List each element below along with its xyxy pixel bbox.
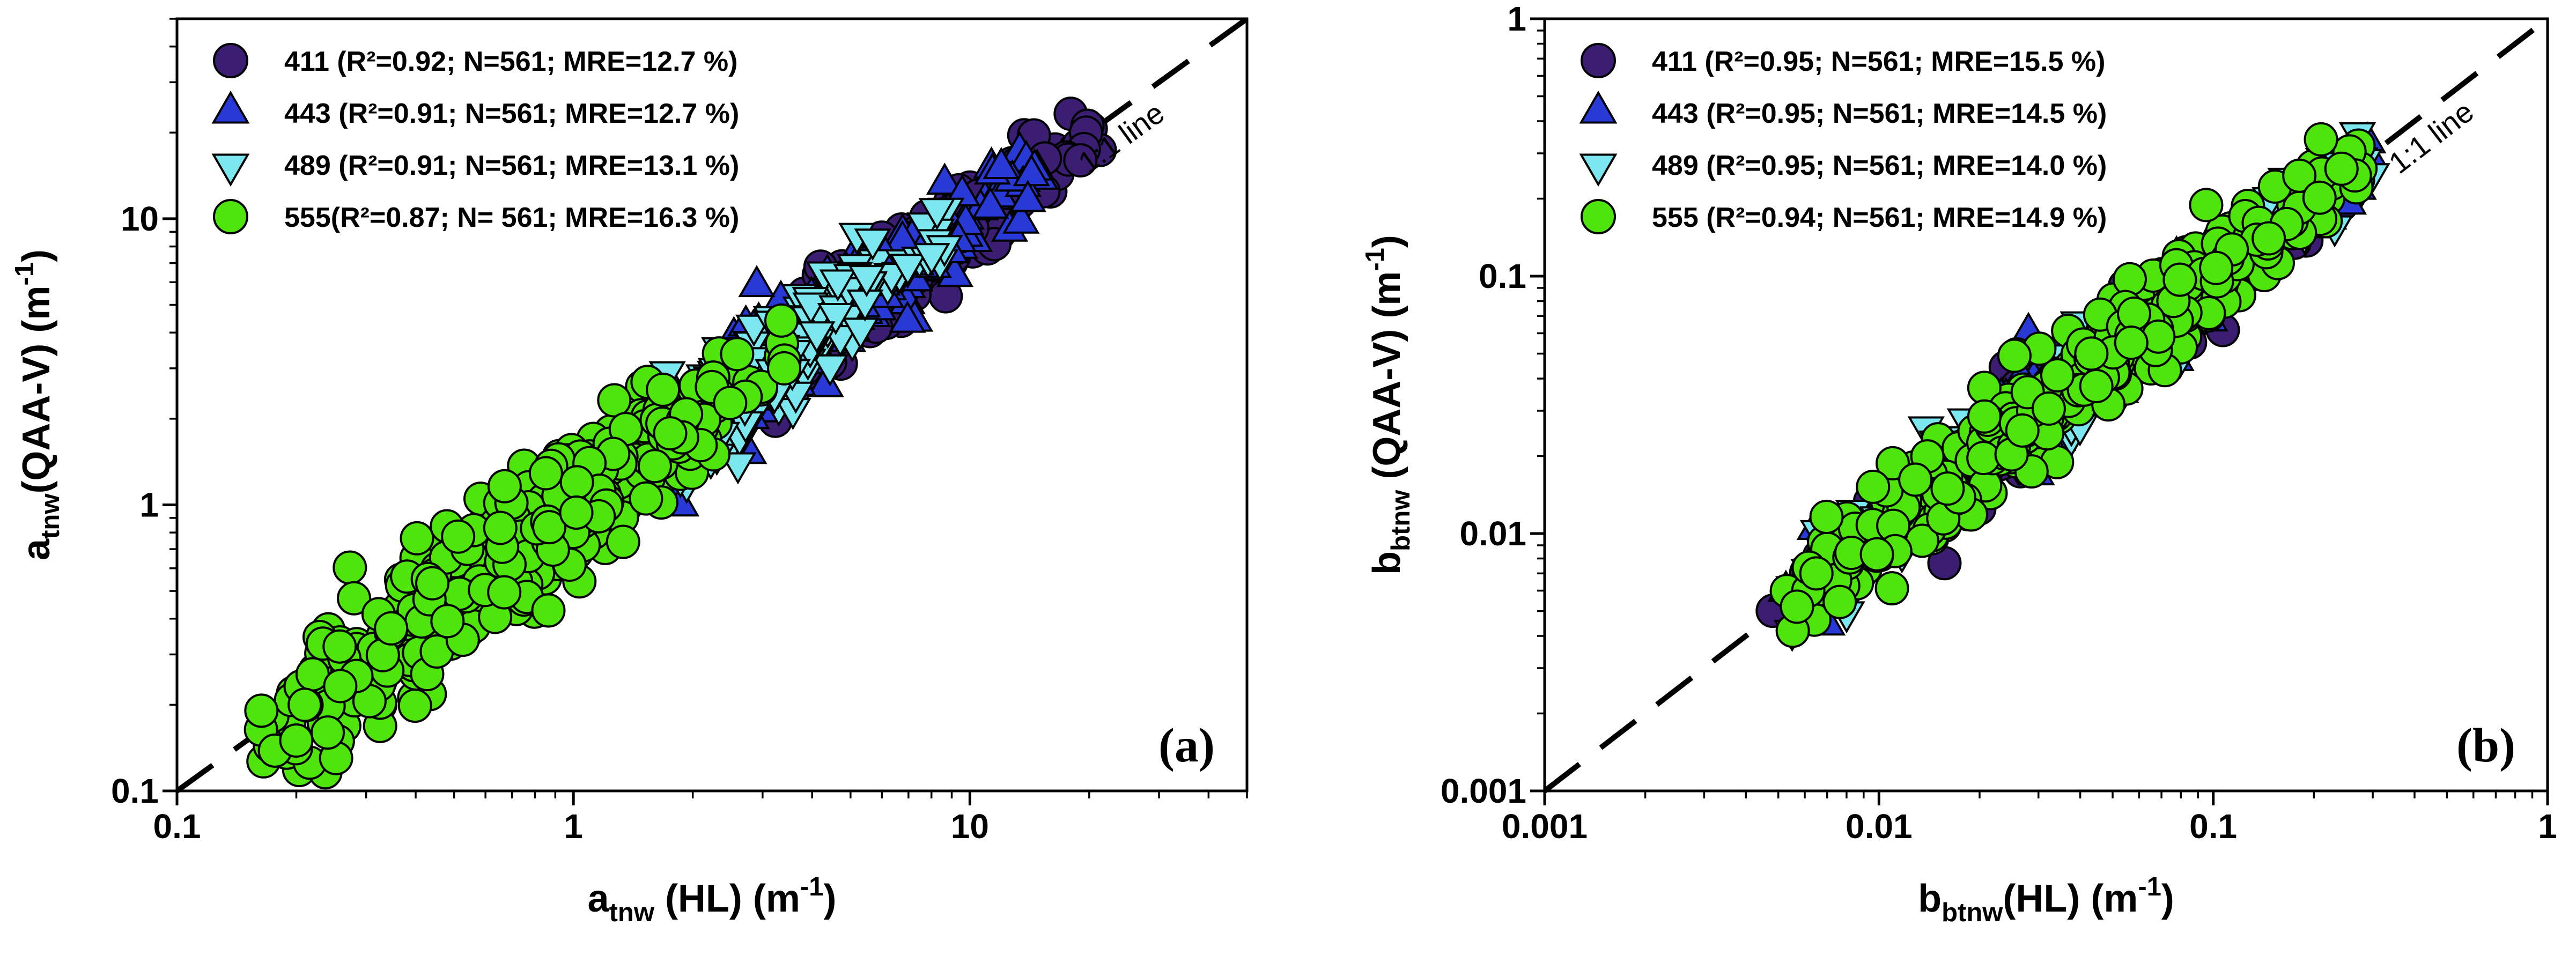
legend-item-411: 411 (R²=0.92; N=561; MRE=12.7 %) — [213, 43, 737, 78]
panel-a-scatter: 0.1 1 10 0.1 1 10 atnw (HL) (m-1) atnw(QAA-V) (… — [10, 16, 1249, 927]
legend-item-443: 443 (R²=0.91; N=561; MRE=12.7 %) — [211, 90, 739, 129]
panel-label-a: (a) — [1158, 719, 1215, 772]
legend: 411 (R²=0.92; N=561; MRE=12.7 %) 443 (R²=… — [211, 43, 739, 234]
axis-ticks-a — [163, 18, 1248, 805]
x-axis-tick-labels: 0.1 1 10 — [153, 807, 989, 846]
plot-frame-a — [175, 17, 1249, 793]
x-axis-title: atnw (HL) (m-1) — [588, 872, 837, 927]
legend-item-443: 443 (R²=0.95; N=561; MRE=14.5 %) — [1579, 90, 2107, 129]
svg-text:0.1: 0.1 — [2189, 807, 2237, 846]
svg-text:0.1: 0.1 — [1479, 257, 1526, 295]
svg-text:10: 10 — [121, 199, 159, 238]
legend-label-443: 443 (R²=0.91; N=561; MRE=12.7 %) — [284, 98, 739, 129]
series-555-points — [1769, 122, 2378, 648]
svg-text:1: 1 — [2538, 807, 2557, 846]
x-axis-tick-labels: 0.001 0.01 0.1 1 — [1502, 807, 2557, 846]
svg-text:10: 10 — [951, 807, 989, 846]
svg-text:1: 1 — [139, 485, 159, 524]
y-axis-tick-labels: 0.001 0.01 0.1 1 — [1441, 0, 1526, 810]
legend-label-443: 443 (R²=0.95; N=561; MRE=14.5 %) — [1652, 98, 2107, 129]
x-axis-title: bbtnw(HL) (m-1) — [1918, 872, 2174, 927]
svg-text:0.1: 0.1 — [153, 807, 201, 846]
legend-label-555: 555(R²=0.87; N= 561; MRE=16.3 %) — [284, 202, 739, 233]
panel-b-scatter: 0.001 0.01 0.1 1 0.001 0.01 0.1 1 bbtnw(HL) (m-1… — [1361, 0, 2557, 927]
svg-text:0.001: 0.001 — [1502, 807, 1588, 846]
legend-label-555: 555 (R²=0.94; N=561; MRE=14.9 %) — [1652, 202, 2107, 233]
legend: 411 (R²=0.95; N=561; MRE=15.5 %) 443 (R²=… — [1579, 43, 2107, 234]
svg-text:0.01: 0.01 — [1846, 807, 1913, 846]
legend-label-489: 489 (R²=0.95; N=561; MRE=14.0 %) — [1652, 150, 2107, 181]
legend-label-489: 489 (R²=0.91; N=561; MRE=13.1 %) — [284, 150, 739, 181]
legend-label-411: 411 (R²=0.92; N=561; MRE=12.7 %) — [284, 46, 737, 77]
axis-ticks-b — [1530, 17, 2549, 805]
legend-item-411: 411 (R²=0.95; N=561; MRE=15.5 %) — [1581, 43, 2105, 78]
y-axis-title: bbtnw (QAA-V) (m-1) — [1361, 235, 1415, 575]
svg-text:1: 1 — [564, 807, 583, 846]
y-axis-title: atnw(QAA-V) (m-1) — [10, 249, 65, 560]
y-axis-tick-labels: 0.1 1 10 — [111, 199, 159, 810]
plot-frame-b — [1543, 17, 2549, 793]
legend-item-489: 489 (R²=0.95; N=561; MRE=14.0 %) — [1579, 150, 2107, 187]
svg-text:0.1: 0.1 — [111, 772, 159, 810]
series-555-points — [243, 303, 802, 790]
svg-text:0.01: 0.01 — [1459, 514, 1526, 553]
panel-label-b: (b) — [2456, 719, 2515, 772]
legend-label-411: 411 (R²=0.95; N=561; MRE=15.5 %) — [1652, 46, 2105, 77]
svg-text:1: 1 — [1507, 0, 1526, 38]
legend-item-555: 555(R²=0.87; N= 561; MRE=16.3 %) — [213, 199, 739, 234]
svg-text:0.001: 0.001 — [1441, 772, 1526, 810]
legend-item-555: 555 (R²=0.94; N=561; MRE=14.9 %) — [1581, 199, 2107, 234]
legend-item-489: 489 (R²=0.91; N=561; MRE=13.1 %) — [211, 150, 739, 187]
